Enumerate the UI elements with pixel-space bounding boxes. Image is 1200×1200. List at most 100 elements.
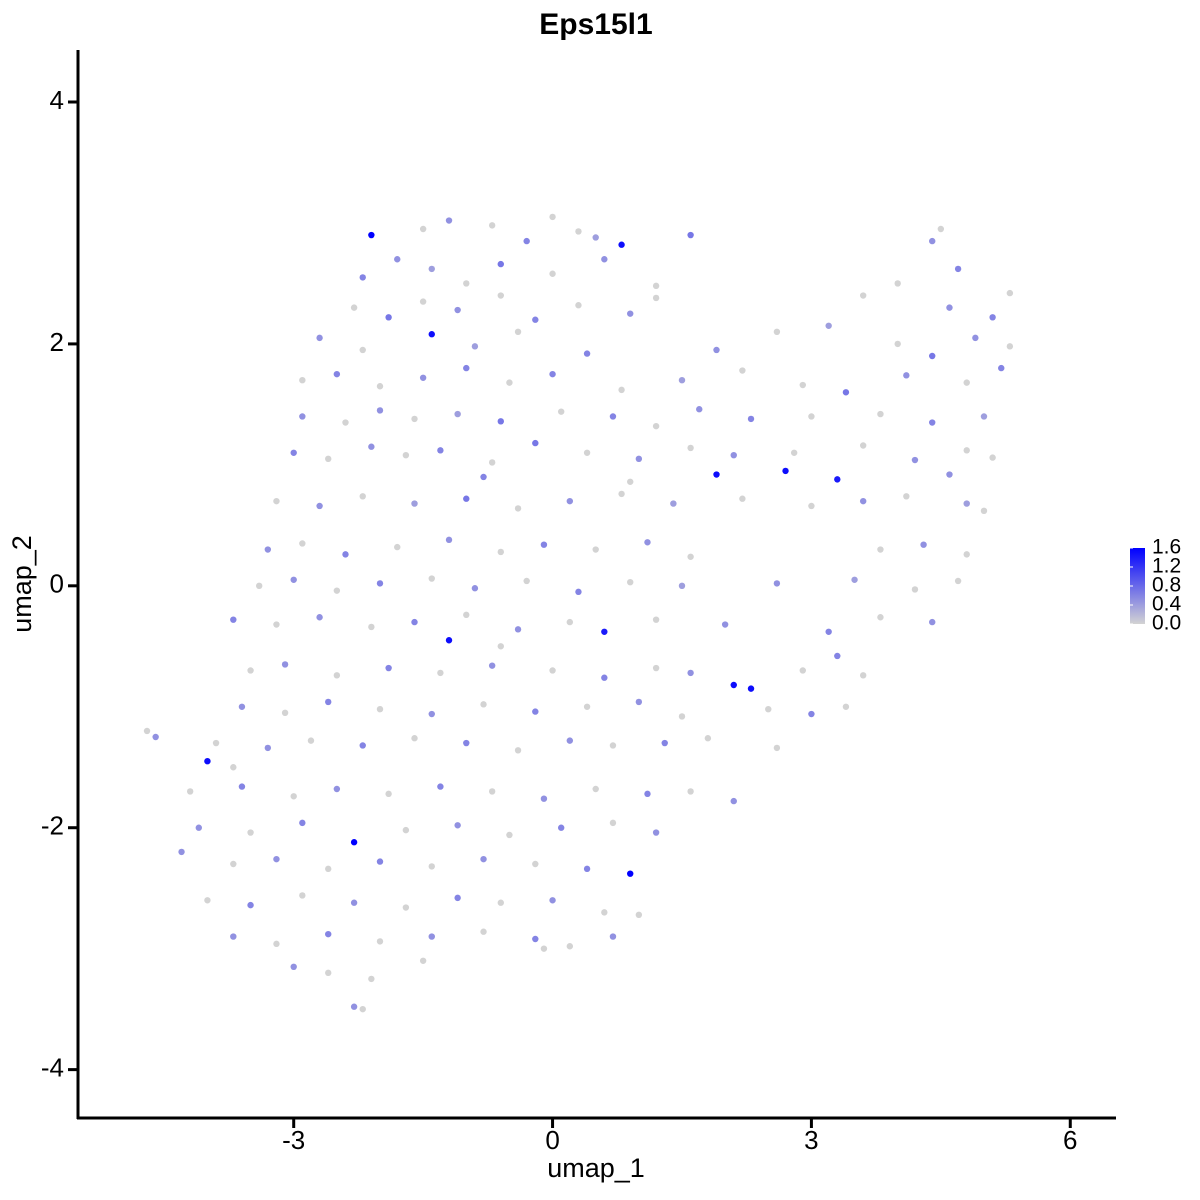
- point: [721, 621, 729, 628]
- point: [333, 587, 341, 594]
- point: [678, 713, 686, 720]
- colorbar-tick-label: 1.6: [1152, 536, 1181, 559]
- point: [290, 793, 297, 800]
- point: [549, 897, 556, 904]
- point: [972, 334, 979, 342]
- point: [230, 933, 237, 940]
- point: [471, 585, 479, 592]
- point: [575, 302, 582, 309]
- point: [411, 415, 418, 423]
- point: [894, 340, 901, 348]
- point: [437, 447, 444, 454]
- point: [859, 672, 867, 679]
- point: [834, 476, 841, 483]
- point: [445, 637, 453, 644]
- point: [532, 935, 539, 943]
- point: [471, 343, 479, 350]
- point: [428, 863, 435, 870]
- point: [532, 316, 539, 323]
- point: [696, 406, 703, 413]
- point: [549, 213, 556, 221]
- point: [290, 963, 297, 971]
- colorbar: [1130, 548, 1145, 624]
- point: [385, 790, 392, 798]
- point: [325, 698, 332, 706]
- point: [281, 709, 289, 717]
- point: [230, 860, 237, 868]
- point: [480, 473, 487, 481]
- point: [627, 870, 634, 877]
- point: [808, 502, 815, 510]
- point: [316, 502, 323, 510]
- point: [299, 819, 306, 827]
- point: [713, 346, 720, 354]
- point: [730, 797, 737, 805]
- point: [385, 664, 392, 672]
- point: [238, 703, 246, 710]
- point: [480, 855, 487, 863]
- point: [204, 757, 211, 765]
- point: [730, 681, 737, 689]
- point: [281, 661, 289, 668]
- point: [575, 588, 582, 596]
- point: [963, 551, 970, 558]
- point: [842, 703, 850, 710]
- point: [488, 788, 496, 795]
- point: [463, 611, 470, 619]
- point: [851, 576, 858, 583]
- point: [419, 374, 427, 381]
- point: [523, 577, 530, 585]
- point: [929, 237, 936, 245]
- point: [350, 1003, 358, 1010]
- point: [523, 237, 530, 245]
- point: [954, 577, 962, 585]
- point: [445, 536, 453, 544]
- point: [368, 623, 375, 631]
- point: [635, 698, 643, 706]
- colorbar-tick-label: 1.2: [1152, 555, 1181, 578]
- point: [230, 764, 237, 771]
- point: [255, 582, 263, 590]
- y-tick-label: 2: [50, 327, 64, 357]
- point: [325, 455, 332, 463]
- point: [859, 497, 867, 505]
- point: [368, 975, 375, 983]
- point: [506, 831, 513, 839]
- point: [299, 413, 306, 420]
- point: [325, 865, 332, 873]
- point: [411, 735, 418, 742]
- point: [773, 580, 781, 587]
- point: [497, 260, 504, 268]
- point: [454, 894, 461, 902]
- point: [799, 381, 806, 389]
- point: [678, 582, 686, 590]
- point: [739, 495, 746, 502]
- point: [359, 346, 366, 354]
- point: [143, 727, 151, 735]
- point: [428, 265, 435, 273]
- point: [402, 451, 410, 459]
- point: [419, 957, 427, 964]
- point: [799, 667, 806, 674]
- point: [627, 478, 634, 485]
- point: [808, 710, 815, 718]
- x-tick-label: 3: [804, 1125, 818, 1155]
- point: [652, 829, 660, 836]
- point: [989, 454, 996, 461]
- point: [929, 618, 936, 626]
- point: [342, 551, 349, 558]
- point: [652, 664, 660, 672]
- point: [747, 685, 755, 692]
- point: [411, 618, 418, 626]
- point: [980, 413, 988, 420]
- point: [566, 737, 574, 744]
- point: [402, 826, 410, 834]
- point: [644, 790, 651, 798]
- point: [583, 350, 591, 357]
- point: [963, 500, 970, 507]
- point: [618, 241, 625, 248]
- point: [540, 541, 548, 548]
- point: [687, 788, 694, 795]
- point: [609, 413, 617, 420]
